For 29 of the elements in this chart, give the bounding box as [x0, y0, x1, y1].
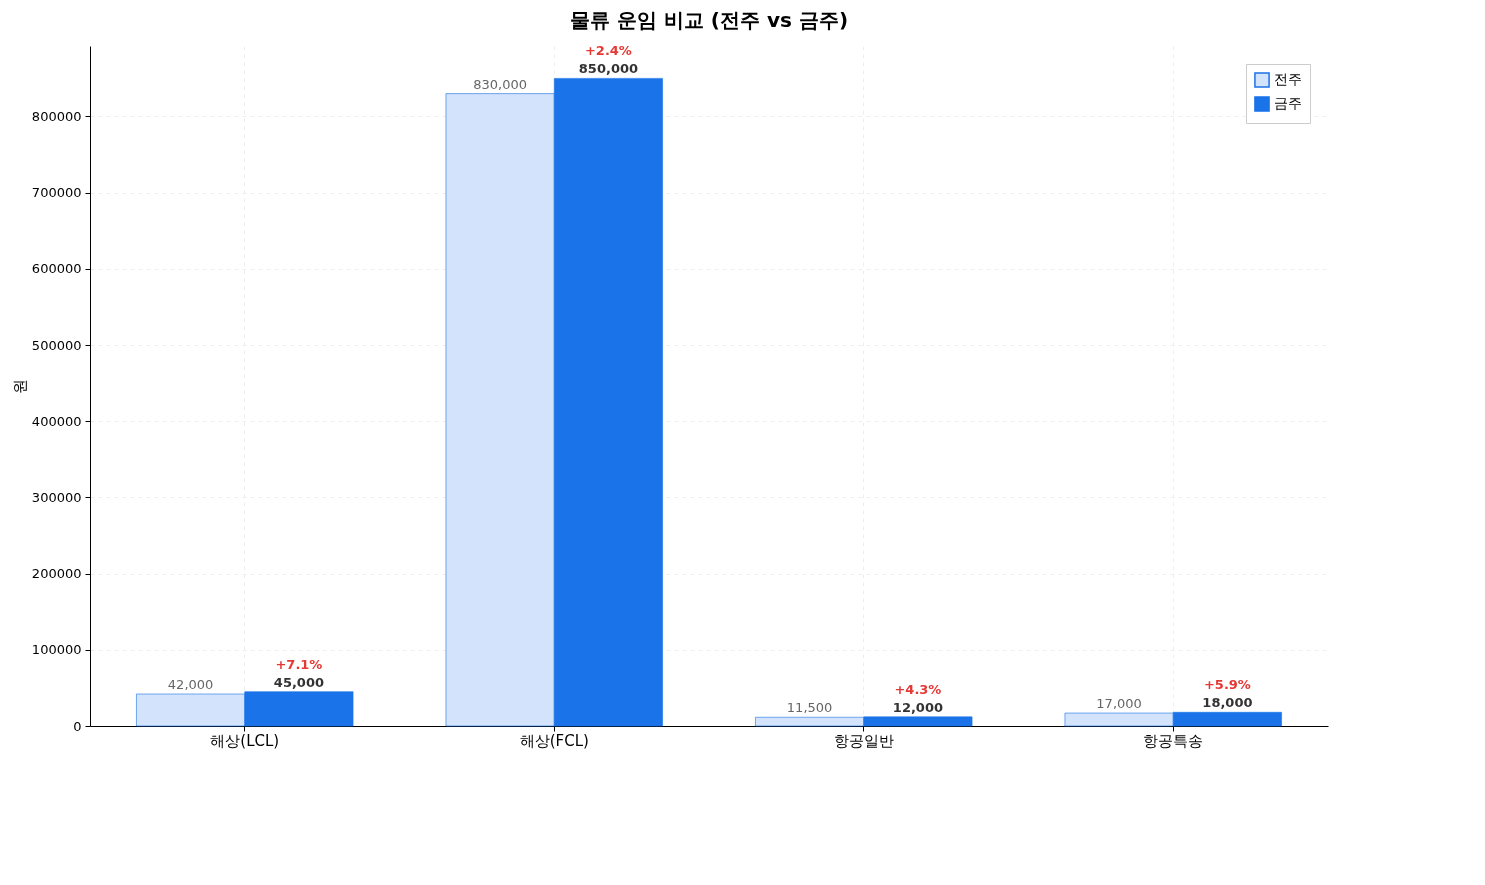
legend-label: 금주	[1274, 95, 1302, 111]
y-tick-label: 200000	[31, 566, 82, 582]
y-tick-label: 100000	[31, 642, 82, 658]
legend-label: 전주	[1274, 71, 1302, 87]
data-label: 11,500	[786, 700, 833, 716]
data-label: 17,000	[1096, 696, 1142, 712]
y-tick-label: 400000	[31, 413, 82, 429]
x-tick-label: 항공일반	[833, 731, 894, 750]
data-label: 12,000	[892, 699, 943, 715]
annotation: +7.1%	[275, 656, 323, 672]
annotation: +5.9%	[1203, 677, 1251, 693]
x-tick-label: 해상(LCL)	[210, 731, 280, 750]
chart-title: 물류 운임 비교 (전주 vs 금주)	[569, 8, 849, 33]
y-tick-label: 0	[73, 718, 82, 734]
x-tick-label: 항공특송	[1143, 731, 1204, 750]
annotation: +4.3%	[894, 681, 942, 697]
data-label: 45,000	[273, 674, 324, 690]
data-label: 18,000	[1202, 695, 1253, 711]
y-axis-title: 원	[10, 379, 29, 394]
y-tick-label: 700000	[31, 185, 82, 201]
y-tick-label: 300000	[31, 489, 82, 505]
data-label: 830,000	[473, 76, 527, 92]
y-tick-label: 800000	[31, 108, 82, 124]
x-tick-label: 해상(FCL)	[519, 731, 589, 750]
y-tick-label: 500000	[31, 337, 82, 353]
y-tick-label: 600000	[31, 261, 82, 277]
data-label: 850,000	[578, 61, 639, 77]
data-label: 42,000	[167, 677, 214, 692]
annotation: +2.4%	[584, 43, 632, 59]
